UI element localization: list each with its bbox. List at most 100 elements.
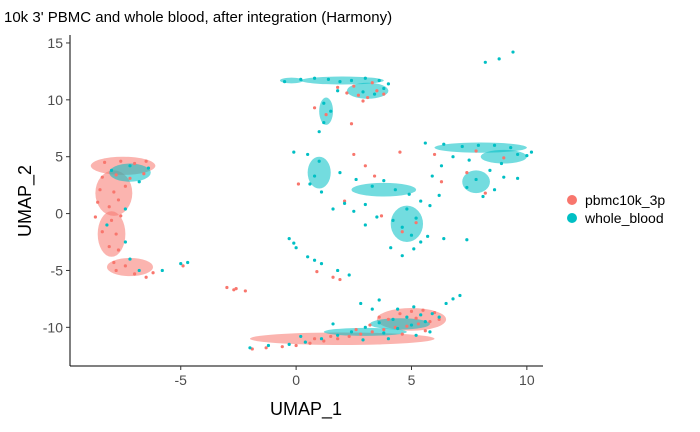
pbmc10k_3p-point <box>349 122 354 126</box>
whole_blood-point <box>393 188 397 192</box>
whole_blood-point <box>396 326 400 331</box>
pbmc10k_3p-point <box>232 288 236 292</box>
whole_blood-point <box>516 176 520 180</box>
pbmc10k_3p-point <box>93 215 97 219</box>
pbmc10k_3p-point <box>329 334 333 339</box>
cluster-fill-15 <box>307 156 331 189</box>
whole_blood-point <box>423 141 427 145</box>
pbmc10k_3p-point <box>416 322 421 326</box>
whole_blood-point <box>137 180 141 184</box>
pbmc10k_3p-point <box>474 149 478 153</box>
whole_blood-point <box>502 175 506 179</box>
whole_blood-point <box>488 168 492 172</box>
whole_blood-point <box>336 333 340 337</box>
whole_blood-point <box>322 120 326 125</box>
whole_blood-point <box>363 223 367 227</box>
pbmc10k_3p-point <box>114 173 118 177</box>
whole_blood-point <box>331 322 335 326</box>
whole_blood-point <box>105 223 109 227</box>
whole_blood-point <box>128 257 132 261</box>
pbmc10k_3p-point <box>338 277 342 282</box>
whole_blood-point <box>347 273 351 277</box>
whole_blood-point <box>292 150 296 154</box>
whole_blood-point <box>458 293 462 298</box>
whole_blood-point <box>123 207 127 211</box>
pbmc10k_3p-point <box>361 99 365 103</box>
whole_blood-point <box>382 86 386 91</box>
whole_blood-point <box>419 313 423 317</box>
cluster-fill-7 <box>369 318 430 330</box>
pbmc10k_3p-point <box>128 176 132 180</box>
pbmc10k_3p-point <box>114 268 118 273</box>
pbmc10k_3p-point <box>483 191 487 195</box>
pbmc10k_3p-point <box>322 339 326 343</box>
x-tick-label: 10 <box>519 372 535 388</box>
whole_blood-point <box>412 247 416 251</box>
whole_blood-point <box>303 340 307 344</box>
cluster-fill-9 <box>300 76 384 85</box>
whole_blood-point <box>326 77 331 81</box>
legend: pbmc10k_3p whole_blood <box>567 192 665 226</box>
whole_blood-point <box>525 153 529 158</box>
pbmc10k_3p-point <box>368 323 372 327</box>
cluster-fill-2 <box>97 211 126 257</box>
whole_blood-point <box>363 202 367 207</box>
whole_blood-point <box>363 76 367 80</box>
pbmc10k_3p-point <box>405 324 409 328</box>
pbmc10k_3p-point <box>331 275 335 279</box>
whole_blood-point <box>109 168 114 172</box>
legend-label-whole_blood: whole_blood <box>584 210 664 226</box>
pbmc10k_3p-point <box>119 159 123 163</box>
pbmc10k_3p-point <box>142 172 146 176</box>
whole_blood-point <box>319 262 324 266</box>
legend-swatch-whole_blood <box>567 213 577 223</box>
pbmc10k_3p-point <box>336 337 340 341</box>
x-tick-label: -5 <box>175 372 188 388</box>
whole_blood-point <box>442 237 446 241</box>
whole_blood-point <box>137 268 141 273</box>
whole_blood-point <box>266 343 271 348</box>
whole_blood-point <box>317 159 321 163</box>
pbmc10k_3p-point <box>352 84 356 88</box>
pbmc10k_3p-point <box>345 91 349 95</box>
y-tick-label: 0 <box>55 206 63 222</box>
pbmc10k_3p-point <box>181 264 185 268</box>
whole_blood-point <box>308 182 312 186</box>
whole_blood-point <box>372 92 377 96</box>
whole_blood-point <box>492 143 497 147</box>
whole_blood-point <box>396 307 400 311</box>
pbmc10k_3p-point <box>151 271 155 275</box>
whole_blood-point <box>317 130 321 134</box>
pbmc10k_3p-point <box>336 85 340 89</box>
whole_blood-point <box>451 155 455 159</box>
pbmc10k_3p-point <box>312 337 317 341</box>
cluster-fill-5 <box>249 332 435 345</box>
cluster-density-layer <box>90 76 527 345</box>
whole_blood-point <box>405 315 409 319</box>
pbmc10k_3p-point <box>352 152 356 157</box>
whole_blood-point <box>338 171 342 175</box>
whole_blood-point <box>312 174 317 178</box>
whole_blood-point <box>407 192 411 196</box>
whole_blood-point <box>312 76 317 80</box>
whole_blood-point <box>492 188 497 192</box>
whole_blood-point <box>128 164 132 168</box>
whole_blood-point <box>292 241 296 245</box>
pbmc10k_3p-point <box>103 160 107 164</box>
whole_blood-point <box>423 320 427 324</box>
whole_blood-point <box>414 216 418 220</box>
pbmc10k_3p-point <box>107 205 111 209</box>
whole_blood-point <box>419 199 423 203</box>
whole_blood-point <box>437 315 441 319</box>
pbmc10k_3p-point <box>382 92 386 96</box>
legend-label-pbmc10k_3p: pbmc10k_3p <box>585 192 665 208</box>
pbmc10k_3p-point <box>409 309 414 314</box>
whole_blood-point <box>287 237 291 241</box>
pbmc10k_3p-point <box>342 199 347 203</box>
whole_blood-point <box>282 80 287 84</box>
whole_blood-point <box>444 301 448 306</box>
whole_blood-point <box>442 142 446 146</box>
whole_blood-point <box>354 177 358 182</box>
x-axis-ticks: -5 0 5 10 <box>175 366 535 388</box>
